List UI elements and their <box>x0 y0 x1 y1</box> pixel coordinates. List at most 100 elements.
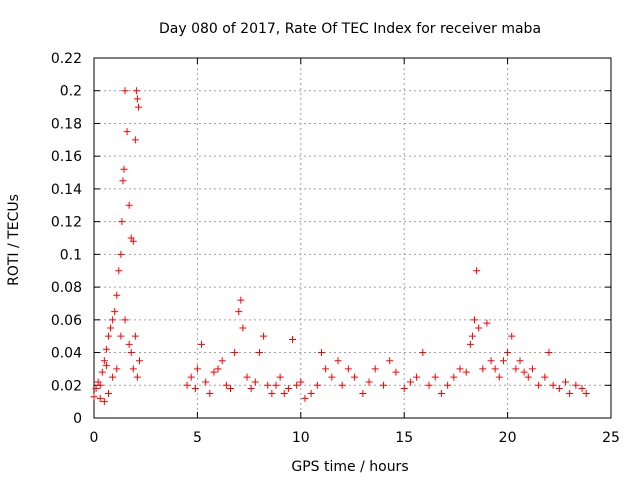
data-point <box>102 345 110 353</box>
data-point <box>541 373 549 381</box>
data-point <box>301 394 309 402</box>
data-point <box>371 365 379 373</box>
data-point <box>400 385 408 393</box>
data-point <box>235 308 243 316</box>
x-tick-label: 5 <box>193 430 202 446</box>
data-point <box>96 394 104 402</box>
data-point <box>307 389 315 397</box>
data-point <box>102 362 110 370</box>
data-point <box>468 332 476 340</box>
data-point <box>119 177 127 185</box>
data-point <box>359 389 367 397</box>
data-point <box>113 365 121 373</box>
grid <box>94 58 611 418</box>
data-point <box>125 201 133 209</box>
data-point <box>120 165 128 173</box>
chart-title: Day 080 of 2017, Rate Of TEC Index for r… <box>159 21 541 37</box>
y-tick-label: 0.06 <box>51 313 82 329</box>
y-tick-label: 0.2 <box>60 84 82 100</box>
data-point <box>280 389 288 397</box>
data-point <box>425 381 433 389</box>
x-tick-label: 10 <box>292 430 310 446</box>
y-axis-label: ROTI / TECUs <box>6 194 22 286</box>
data-point <box>133 373 141 381</box>
y-tick-label: 0.16 <box>51 149 82 165</box>
data-point <box>118 218 126 226</box>
data-point <box>100 357 108 365</box>
data-point <box>528 365 536 373</box>
data-point <box>243 373 251 381</box>
data-point <box>115 267 123 275</box>
data-point <box>268 389 276 397</box>
data-point <box>566 389 574 397</box>
y-tick-label: 0.02 <box>51 378 82 394</box>
data-point <box>456 365 464 373</box>
data-point <box>313 381 321 389</box>
data-point <box>572 381 580 389</box>
data-point <box>183 381 191 389</box>
data-point <box>127 349 135 357</box>
data-point <box>317 349 325 357</box>
y-tick-label: 0.22 <box>51 51 82 67</box>
data-point <box>123 128 131 136</box>
data-point <box>495 373 503 381</box>
data-point <box>109 316 117 324</box>
y-tick-label: 0.1 <box>60 247 82 263</box>
data-point <box>406 378 414 386</box>
data-point <box>483 319 491 327</box>
axis-ticks: 0 5 10 15 20 25 0 0.02 0.04 0.06 0.08 0.1 0.12 0.14 0.… <box>51 51 620 446</box>
data-point <box>380 381 388 389</box>
data-point <box>549 381 557 389</box>
data-point <box>338 381 346 389</box>
data-point <box>129 237 137 245</box>
data-point <box>187 373 195 381</box>
data-point <box>475 324 483 332</box>
data-point <box>479 365 487 373</box>
data-point <box>231 349 239 357</box>
data-point <box>444 381 452 389</box>
data-point <box>260 332 268 340</box>
data-point <box>193 365 201 373</box>
y-tick-label: 0.14 <box>51 182 82 198</box>
data-point <box>499 357 507 365</box>
data-point <box>239 324 247 332</box>
data-point <box>210 368 218 376</box>
data-point <box>431 373 439 381</box>
data-point <box>293 381 301 389</box>
data-point <box>450 373 458 381</box>
data-point <box>121 316 129 324</box>
data-point <box>297 378 305 386</box>
data-point <box>132 87 140 95</box>
y-tick-label: 0.18 <box>51 116 82 132</box>
data-point <box>466 340 474 348</box>
data-point <box>131 136 139 144</box>
data-point <box>104 332 112 340</box>
data-point <box>121 87 129 95</box>
data-point <box>117 250 125 258</box>
data-point <box>284 385 292 393</box>
data-point <box>117 332 125 340</box>
data-point <box>473 267 481 275</box>
data-point <box>437 389 445 397</box>
data-point <box>562 378 570 386</box>
data-point <box>251 378 259 386</box>
data-point <box>582 389 590 397</box>
data-point <box>218 357 226 365</box>
data-point <box>512 365 520 373</box>
data-point <box>107 324 115 332</box>
data-point <box>392 368 400 376</box>
data-point <box>202 378 210 386</box>
data-point <box>524 373 532 381</box>
y-tick-label: 0.08 <box>51 280 82 296</box>
data-point <box>504 349 512 357</box>
data-point <box>214 365 222 373</box>
data-point <box>92 385 100 393</box>
y-tick-label: 0 <box>73 411 82 427</box>
data-point <box>191 385 199 393</box>
data-point <box>516 357 524 365</box>
data-point <box>90 393 98 401</box>
plot-frame <box>93 57 612 419</box>
data-point <box>419 349 427 357</box>
data-point <box>462 368 470 376</box>
data-point <box>247 385 255 393</box>
